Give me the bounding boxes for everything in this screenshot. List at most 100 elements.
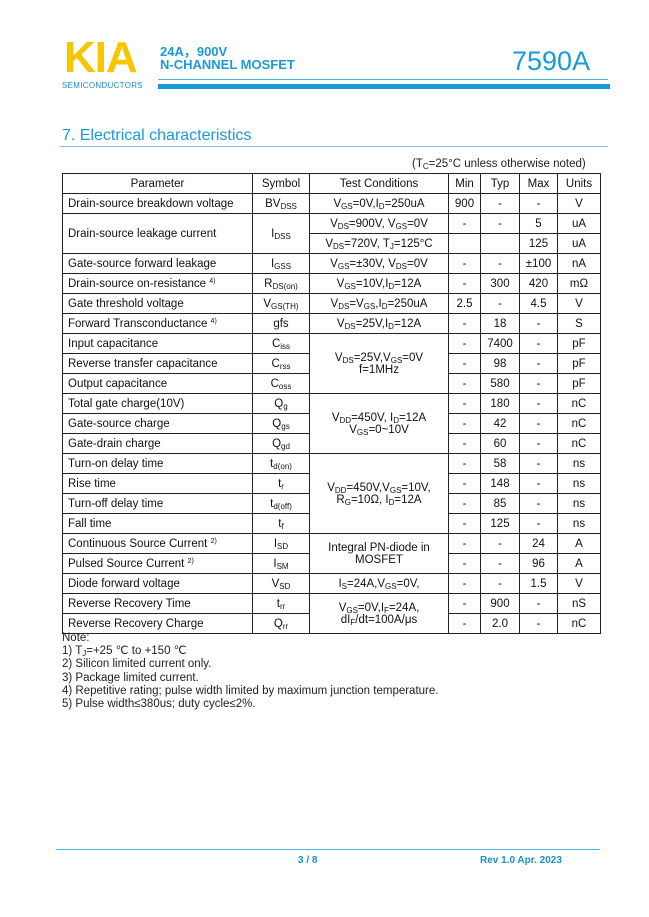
subscript: gd [281,441,290,451]
min-cell: - [448,553,481,574]
min-cell: - [448,433,481,454]
max-cell: - [519,333,558,354]
parameter-cell: Drain-source breakdown voltage [62,193,253,214]
section-title: 7. Electrical characteristics [62,127,252,144]
units-cell: pF [557,353,601,374]
footnote-ref: 2) [187,557,194,565]
subscript: rr [282,621,289,631]
test-conditions-cell: VGS=0V,IF=24A, dIF/dt=100A/μs [309,593,449,634]
table-row: Drain-source breakdown voltage BVDSS VGS=0… [62,193,601,214]
subscript: DS [333,241,345,251]
subscript: DSS [274,231,291,241]
subscript: g [283,401,288,411]
max-cell: - [519,373,558,394]
units-cell: V [557,193,601,214]
table-row: Turn-off delay time td(off) -85- ns [62,493,601,514]
parameter-cell: Continuous Source Current 2) [62,533,253,554]
table-row: Total gate charge(10V) Qg VDD=450V, ID=12A… [62,393,601,454]
test-conditions-cell: VDD=450V, ID=12A VGS=0~10V [309,393,449,454]
subscript: d(on) [273,461,292,471]
note-line: 5) Pulse width≤380us; duty cycle≤2%. [62,698,256,711]
min-cell: - [448,393,481,414]
note-line: 4) Repetitive rating; pulse width limite… [62,684,439,697]
max-cell: - [519,413,558,434]
column-header: Parameter [62,173,253,194]
table-row: Gate-source forward leakage IGSS VGS=±30V,… [62,253,601,274]
symbol-cell: Ciss [252,333,310,354]
max-cell: - [519,493,558,514]
test-conditions-cell: VGS=0V,ID=250uA [309,193,449,214]
subscript: GS(TH) [271,301,299,311]
min-cell: - [448,373,481,394]
test-conditions-cell: VDD=450V,VGS=10V, RG=10Ω, ID=12A [309,453,449,534]
table-row: Gate threshold voltage VGS(TH) VDS=VGS,ID=… [62,293,601,314]
kia-logo: KIA [64,33,138,82]
subscript: f [281,521,284,531]
min-cell: - [448,333,481,354]
subscript: C [422,162,429,171]
min-cell: - [448,573,481,594]
subscript: D [388,497,395,507]
parameter-cell: Rise time [62,473,253,494]
units-cell: nA [557,253,601,274]
subscript: GS [356,427,369,437]
test-condition-note: (TC=25°C unless otherwise noted) [412,158,586,171]
subscript: GS [337,261,350,271]
logo-subtitle: SEMICONDUCTORS [62,81,143,90]
subscript: DS [344,321,356,331]
subscript: oss [278,381,292,391]
subscript: F [350,617,356,627]
typ-cell: 300 [480,273,520,294]
section-divider [60,146,608,147]
parameter-cell: Fall time [62,513,253,534]
max-cell: 5 [519,213,558,234]
parameter-cell: Reverse transfer capacitance [62,353,253,374]
subscript: S [341,581,347,591]
typ-cell: 58 [480,453,520,474]
parameter-cell: Reverse Recovery Time [62,593,253,614]
parameter-cell: Gate-drain charge [62,433,253,454]
typ-cell: 125 [480,513,520,534]
min-cell: 2.5 [448,293,481,314]
subscript: DD [339,415,352,425]
subscript: GS [346,605,358,615]
min-cell: - [448,493,481,514]
table-row: Pulsed Source Current 2) ISM - -96 A [62,553,601,574]
subscript: J [389,241,394,251]
symbol-cell: VSD [252,573,310,594]
subscript: DS [395,261,408,271]
parameter-cell: Turn-off delay time [62,493,253,514]
note-line: 1) TJ=+25 ℃ to +150 ℃ [62,645,187,659]
table-row: Continuous Source Current 2) ISD Integral … [62,533,601,574]
part-number: 7590A [512,46,591,76]
typ-cell: 148 [480,473,520,494]
units-cell: uA [557,233,601,254]
subscript: r [281,481,284,491]
header-divider-thick [158,84,610,89]
max-cell: 24 [519,533,558,554]
max-cell: 4.5 [519,293,558,314]
min-cell: 900 [448,193,481,214]
column-header: Symbol [252,173,310,194]
min-cell: - [448,533,481,554]
symbol-cell: td(on) [252,453,310,474]
max-cell: - [519,513,558,534]
table-row: VDS=720V, TJ=125°C 125 uA [63,233,601,254]
units-cell: nC [557,413,601,434]
table-row: Diode forward voltage VSD IS=24A,VGS=0V, - -… [62,573,601,594]
max-cell: - [519,193,558,214]
units-cell: ns [557,453,601,474]
subscript: GS [389,485,402,495]
parameter-cell: Drain-source leakage current [62,213,253,254]
footnote-ref: 4) [210,317,217,325]
max-cell: 96 [519,553,558,574]
symbol-cell: Qrr [252,613,310,634]
footnote-ref: 4) [209,277,216,285]
typ-cell: - [480,553,520,574]
units-cell: ns [557,493,601,514]
units-cell: nS [557,593,601,614]
table-header-row: Parameter Symbol Test Conditions Min Typ Max U… [62,173,601,194]
units-cell: ns [557,513,601,534]
symbol-cell: tr [252,473,310,494]
test-conditions-cell: VGS=10V,ID=12A [309,273,449,294]
